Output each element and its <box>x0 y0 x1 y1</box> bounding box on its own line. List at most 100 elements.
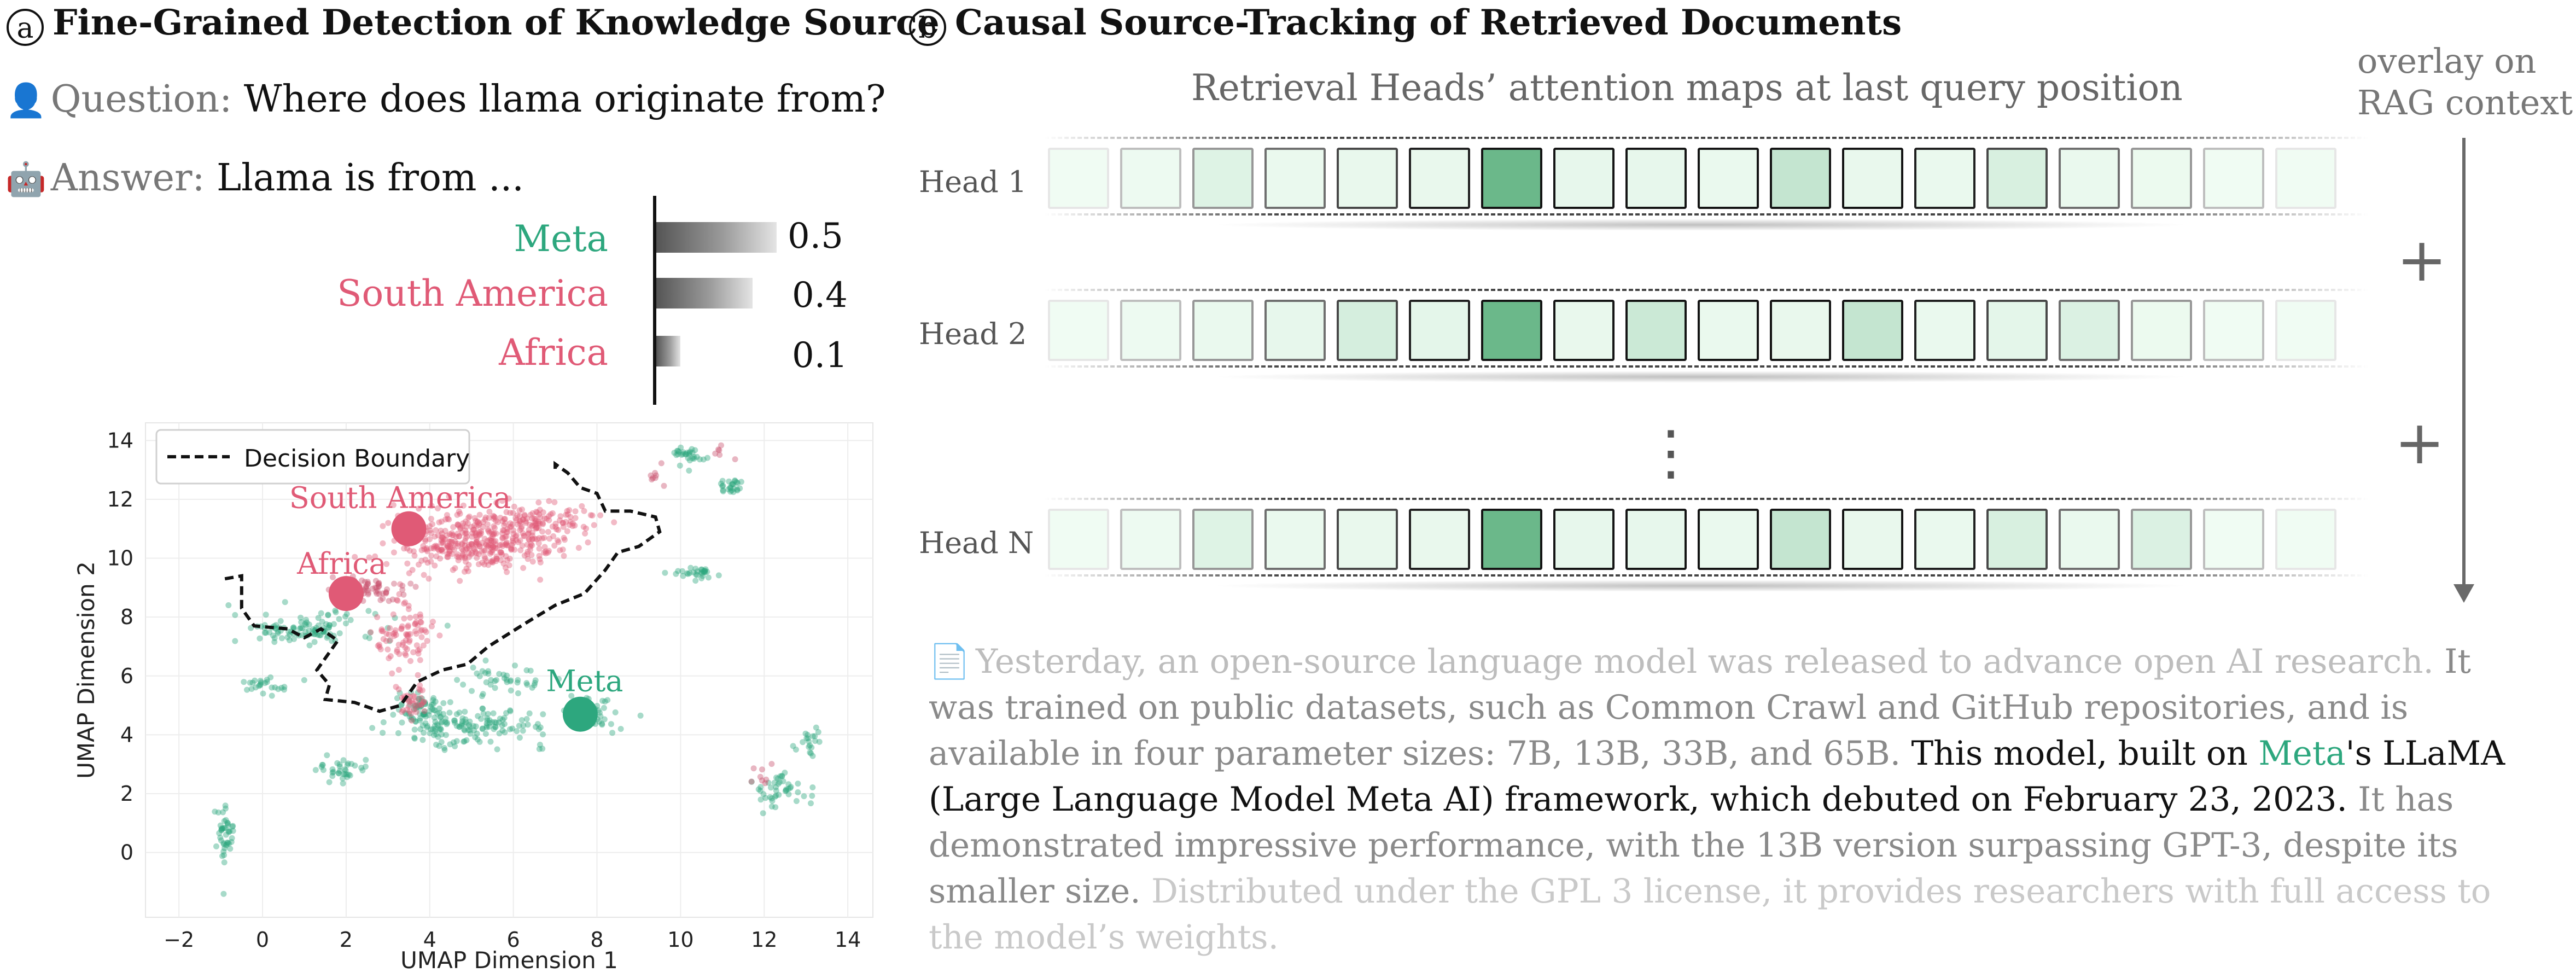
scatter-point-meta <box>805 735 811 742</box>
scatter-point-south-america <box>455 522 462 529</box>
scatter-point-meta <box>257 678 264 684</box>
attention-cell <box>1048 509 1109 570</box>
scatter-point-south-america <box>531 515 538 522</box>
scatter-point-south-america <box>536 535 543 542</box>
scatter-point-south-america <box>460 502 467 509</box>
annotation-label-africa: Africa <box>296 546 387 581</box>
scatter-point-south-america <box>524 556 531 562</box>
scatter-point-south-america <box>413 709 419 715</box>
scatter-point-south-america <box>387 637 394 643</box>
scatter-point-meta <box>327 622 333 628</box>
scatter-point-south-america <box>417 682 423 689</box>
scatter-point-south-america <box>420 543 427 549</box>
scatter-point-south-america <box>396 591 403 597</box>
scatter-point-south-america <box>417 628 424 634</box>
scatter-point-south-america <box>498 557 504 563</box>
scatter-point-meta <box>369 725 376 731</box>
scatter-point-meta <box>342 766 348 773</box>
scatter-point-meta <box>486 723 493 730</box>
scatter-point-south-america <box>389 670 395 677</box>
scatter-point-south-america <box>417 657 423 663</box>
scatter-point-meta <box>782 788 789 794</box>
scatter-point-south-america <box>533 525 540 531</box>
document-segment: It was trained on public datasets, such … <box>929 642 2471 773</box>
scatter-point-meta <box>757 796 764 803</box>
scatter-point-africa <box>383 590 389 596</box>
scatter-point-meta <box>248 686 255 692</box>
scatter-point-south-america <box>405 606 412 613</box>
scatter-point-south-america <box>560 546 566 553</box>
scatter-point-south-america <box>415 622 421 629</box>
scatter-point-south-america <box>418 701 425 707</box>
x-tick-label: 10 <box>667 928 693 952</box>
scatter-point-meta <box>698 567 705 573</box>
scatter-point-meta <box>730 481 736 488</box>
scatter-point-south-america <box>436 632 443 639</box>
scatter-point-meta <box>258 679 264 685</box>
scatter-point-south-america <box>545 529 551 535</box>
scatter-point-meta <box>329 638 335 644</box>
scatter-point-south-america <box>494 545 500 551</box>
attention-cell <box>2059 148 2120 209</box>
scatter-point-meta <box>275 686 282 692</box>
scatter-point-meta <box>662 569 668 576</box>
scatter-point-meta <box>679 568 686 574</box>
scatter-point-south-america <box>487 542 494 548</box>
scatter-point-meta <box>523 680 530 686</box>
scatter-point-south-america <box>465 554 472 561</box>
scatter-point-south-america <box>446 550 452 557</box>
scatter-point-south-america <box>520 516 527 523</box>
scatter-point-south-america <box>452 538 458 545</box>
scatter-point-south-america <box>566 507 573 514</box>
scatter-point-meta <box>767 794 773 800</box>
candidate-label-africa: Africa <box>499 331 608 374</box>
scatter-point-south-america <box>528 552 535 558</box>
scatter-point-meta <box>437 725 444 732</box>
scatter-point-meta <box>466 722 473 728</box>
candidate-label-south-america: South America <box>337 272 608 315</box>
scatter-point-south-america <box>444 554 451 560</box>
scatter-point-meta <box>518 717 525 723</box>
scatter-point-south-america <box>433 553 440 560</box>
scatter-point-south-america <box>405 633 411 639</box>
scatter-point-south-america <box>454 511 461 518</box>
scatter-point-south-america <box>406 548 413 554</box>
scatter-point-south-america <box>410 692 416 699</box>
scatter-point-meta <box>326 622 333 628</box>
scatter-point-meta <box>219 825 226 832</box>
scatter-point-africa <box>650 475 656 481</box>
scatter-point-south-america <box>546 513 552 520</box>
x-tick-label: 8 <box>590 928 603 952</box>
scatter-point-south-america <box>597 512 604 519</box>
scatter-point-meta <box>384 625 391 631</box>
scatter-point-meta <box>399 719 405 726</box>
scatter-point-south-america <box>416 646 423 653</box>
scatter-point-meta <box>358 765 365 771</box>
scatter-point-south-america <box>517 517 523 524</box>
scatter-point-south-america <box>465 550 472 556</box>
scatter-point-meta <box>768 804 775 810</box>
answer-label: Answer: <box>50 156 205 200</box>
probability-value-meta: 0.5 <box>788 216 843 257</box>
scatter-point-meta <box>475 713 481 719</box>
scatter-point-meta <box>220 848 227 855</box>
scatter-point-south-america <box>401 545 407 552</box>
scatter-point-meta <box>331 621 337 627</box>
scatter-point-south-america <box>386 631 392 638</box>
scatter-point-meta <box>691 453 697 460</box>
document-segment: This model, built on <box>1911 734 2259 773</box>
scatter-point-meta <box>314 631 321 638</box>
scatter-point-meta <box>507 707 514 714</box>
scatter-point-meta <box>272 625 279 632</box>
scatter-point-meta <box>673 452 680 458</box>
scatter-point-meta <box>395 730 401 736</box>
scatter-point-south-america <box>493 517 499 524</box>
scatter-point-meta <box>330 769 336 775</box>
scatter-point-africa <box>750 765 757 772</box>
scatter-point-south-america <box>466 545 473 552</box>
scatter-point-south-america <box>424 548 430 555</box>
scatter-point-south-america <box>473 536 480 543</box>
overlay-label-line1: overlay on <box>2357 41 2537 81</box>
probability-bar-africa <box>656 336 680 366</box>
scatter-point-meta <box>802 730 809 737</box>
